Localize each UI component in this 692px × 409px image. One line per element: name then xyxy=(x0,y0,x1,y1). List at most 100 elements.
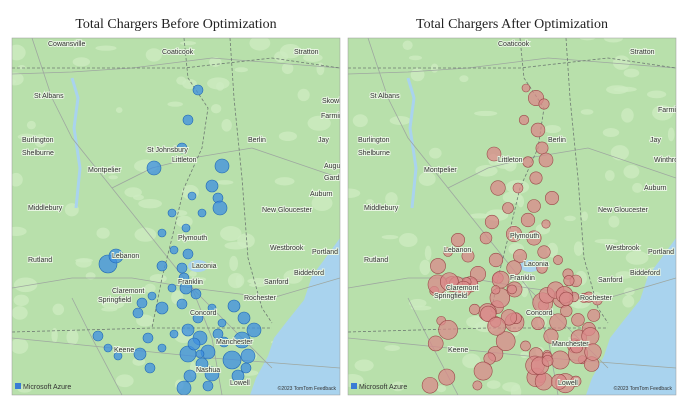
terrain-patch xyxy=(602,127,620,138)
charger xyxy=(205,179,219,193)
place-label: Jay xyxy=(318,137,329,144)
charger xyxy=(156,260,168,272)
charger xyxy=(430,258,446,274)
terrain-patch xyxy=(105,165,118,175)
terrain-patch xyxy=(26,120,36,130)
charger xyxy=(212,200,228,216)
place-label: Shelburne xyxy=(22,150,54,157)
charger xyxy=(443,247,453,257)
charger xyxy=(529,171,543,185)
terrain-patch xyxy=(17,65,26,70)
terrain-patch xyxy=(221,118,232,132)
terrain-patch xyxy=(95,45,117,51)
charger xyxy=(551,373,567,390)
charger xyxy=(246,322,262,338)
charger xyxy=(182,248,194,260)
charger xyxy=(507,284,517,295)
charger xyxy=(535,141,549,155)
terrain-patch xyxy=(436,385,447,393)
terrain-patch xyxy=(667,127,675,142)
place-label: Farming xyxy=(658,107,684,114)
place-label: Laconia xyxy=(192,263,217,270)
place-label: Rochester xyxy=(244,295,277,302)
charger xyxy=(240,348,256,364)
charger xyxy=(218,336,230,348)
place-label: New Gloucester xyxy=(598,207,648,214)
state-border xyxy=(12,327,272,333)
charger xyxy=(469,303,481,315)
ocean xyxy=(250,238,340,395)
terrain-patch xyxy=(348,188,361,198)
charger xyxy=(231,369,245,383)
charger xyxy=(522,156,534,168)
charger xyxy=(479,231,493,245)
terrain-patch xyxy=(144,283,156,293)
charger xyxy=(545,191,560,206)
charger xyxy=(187,191,197,201)
lake xyxy=(406,77,418,209)
terrain-patch xyxy=(210,104,222,114)
charger xyxy=(197,208,207,218)
terrain-patch xyxy=(12,72,24,86)
terrain-patch xyxy=(12,226,27,237)
place-label: Nashua xyxy=(196,367,220,374)
state-border xyxy=(565,38,609,324)
terrain-patch xyxy=(283,269,303,284)
place-label: Keene xyxy=(114,347,134,354)
place-label: Portland xyxy=(648,249,674,256)
terrain-patch xyxy=(418,171,436,186)
charger xyxy=(207,303,217,313)
charger xyxy=(506,260,522,276)
charger xyxy=(169,329,179,339)
terrain-patch xyxy=(573,241,584,256)
terrain-patch xyxy=(138,198,162,209)
charger xyxy=(181,223,191,233)
charger xyxy=(113,351,123,361)
panel-title: Total Chargers After Optimization xyxy=(416,17,608,32)
place-label: Manchester xyxy=(216,339,253,346)
charger xyxy=(167,283,177,293)
terrain-patch xyxy=(279,43,301,59)
terrain-patch xyxy=(419,259,431,276)
place-label: Lowell xyxy=(230,380,250,387)
place-label: Jay xyxy=(650,137,661,144)
charger xyxy=(195,349,205,359)
charger xyxy=(167,208,177,218)
terrain-patch xyxy=(108,175,118,180)
place-label: Winthrop xyxy=(654,157,682,164)
terrain-patch xyxy=(389,116,411,125)
terrain-patch xyxy=(424,245,432,261)
charger xyxy=(484,214,500,230)
terrain-patch xyxy=(429,147,442,159)
charger xyxy=(147,291,157,301)
terrain-patch xyxy=(227,273,245,289)
charger xyxy=(506,226,523,243)
terrain-patch xyxy=(623,68,640,78)
place-label: St Johnsbury xyxy=(147,147,188,154)
place-label: Montpelier xyxy=(88,167,121,174)
place-label: Claremont xyxy=(446,285,478,292)
charger xyxy=(570,375,582,387)
place-label: Berlin xyxy=(248,137,266,144)
terrain-patch xyxy=(408,55,422,61)
state-border xyxy=(229,38,273,324)
place-label: Biddeford xyxy=(294,270,324,277)
panel-title: Total Chargers Before Optimization xyxy=(75,17,276,32)
terrain-patch xyxy=(622,295,635,308)
charger xyxy=(480,305,497,323)
terrain-patch xyxy=(17,133,36,140)
charger xyxy=(427,335,444,352)
charger xyxy=(133,347,147,361)
terrain-patch xyxy=(85,272,96,280)
charger xyxy=(461,249,475,263)
place-label: Manchester xyxy=(552,341,589,348)
place-label: Springfield xyxy=(434,293,467,300)
charger xyxy=(488,252,504,268)
charger xyxy=(108,248,124,264)
place-label: New Gloucester xyxy=(262,207,312,214)
charger xyxy=(169,245,179,255)
terrain-patch xyxy=(34,134,48,148)
terrain-patch xyxy=(167,101,183,107)
terrain-patch xyxy=(594,238,619,244)
charger xyxy=(176,380,192,395)
